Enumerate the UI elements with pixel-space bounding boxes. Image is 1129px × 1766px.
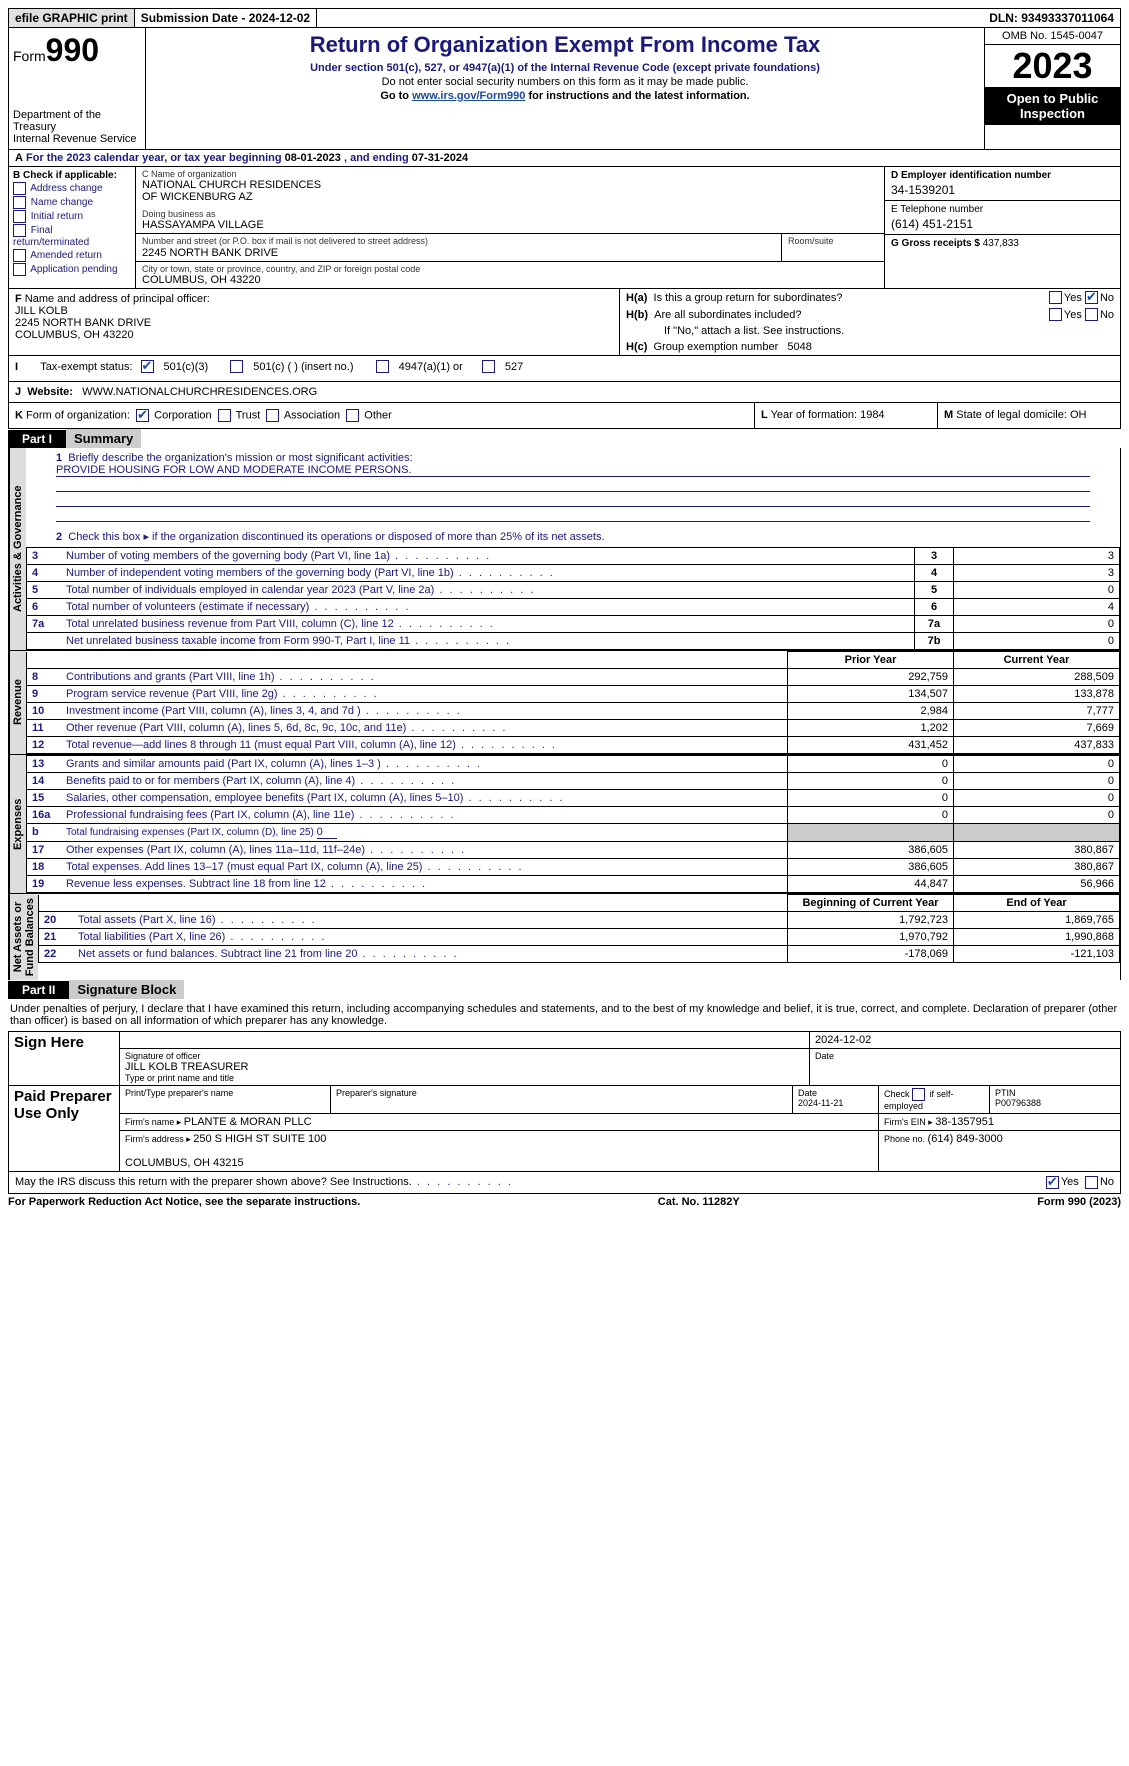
org-name: NATIONAL CHURCH RESIDENCES OF WICKENBURG… <box>142 179 878 203</box>
line-a: A For the 2023 calendar year, or tax yea… <box>8 150 1121 167</box>
revenue-table: Prior YearCurrent Year8Contributions and… <box>26 651 1120 754</box>
governance-table: 3Number of voting members of the governi… <box>26 547 1120 650</box>
sig-officer: JILL KOLB TREASURER <box>125 1061 249 1073</box>
efile-print-button[interactable]: efile GRAPHIC print <box>9 9 135 27</box>
cb-other[interactable] <box>346 409 359 422</box>
cb-527[interactable] <box>482 360 495 373</box>
row-klm: K Form of organization: Corporation Trus… <box>8 403 1121 429</box>
street: 2245 NORTH BANK DRIVE <box>142 247 278 259</box>
state-domicile: OH <box>1070 409 1087 421</box>
gross-receipts: 437,833 <box>983 238 1019 249</box>
sign-here-table: Sign Here 2024-12-02 Signature of office… <box>8 1031 1121 1086</box>
cb-501c[interactable] <box>230 360 243 373</box>
irs-link[interactable]: www.irs.gov/Form990 <box>412 90 525 102</box>
part-i-header: Part ISummary <box>8 429 1121 448</box>
cb-name-change[interactable] <box>13 196 26 209</box>
footer: For Paperwork Reduction Act Notice, see … <box>8 1194 1121 1208</box>
discuss-row: May the IRS discuss this return with the… <box>8 1172 1121 1194</box>
preparer-table: Paid Preparer Use Only Print/Type prepar… <box>8 1085 1121 1172</box>
form-header: Form990 Department of the Treasury Inter… <box>8 28 1121 150</box>
cb-discuss-no[interactable] <box>1085 1176 1098 1189</box>
firm-ein: 38-1357951 <box>935 1116 994 1128</box>
vlabel-netassets: Net Assets or Fund Balances <box>9 894 38 980</box>
part-ii-header: Part IISignature Block <box>8 980 1121 999</box>
row-f-h: F Name and address of principal officer:… <box>8 288 1121 356</box>
col-b-checkboxes: B Check if applicable: Address change Na… <box>9 167 136 288</box>
form-title: Return of Organization Exempt From Incom… <box>150 32 980 58</box>
dln: DLN: 93493337011064 <box>983 9 1120 27</box>
cb-app-pending[interactable] <box>13 263 26 276</box>
goto-link-row: Go to www.irs.gov/Form990 for instructio… <box>150 90 980 102</box>
website: WWW.NATIONALCHURCHRESIDENCES.ORG <box>82 386 317 398</box>
submission-date: Submission Date - 2024-12-02 <box>135 9 317 27</box>
ssn-note: Do not enter social security numbers on … <box>150 76 980 88</box>
year-formation: 1984 <box>860 409 884 421</box>
cb-discuss-yes[interactable] <box>1046 1176 1059 1189</box>
form-subtitle: Under section 501(c), 527, or 4947(a)(1)… <box>150 62 980 74</box>
officer-name: JILL KOLB <box>15 305 68 317</box>
vlabel-revenue: Revenue <box>9 651 26 754</box>
phone: (614) 451-2151 <box>891 217 1114 231</box>
vlabel-expenses: Expenses <box>9 755 26 893</box>
dept-treasury: Department of the Treasury Internal Reve… <box>13 109 141 145</box>
dba: HASSAYAMPA VILLAGE <box>142 219 878 231</box>
cb-hb-no[interactable] <box>1085 308 1098 321</box>
ein: 34-1539201 <box>891 183 1114 197</box>
omb-number: OMB No. 1545-0047 <box>985 28 1120 45</box>
netassets-table: Beginning of Current YearEnd of Year20To… <box>38 894 1120 963</box>
form-number: Form990 <box>13 32 141 69</box>
topbar: efile GRAPHIC print Submission Date - 20… <box>8 8 1121 28</box>
mission-text: PROVIDE HOUSING FOR LOW AND MODERATE INC… <box>56 464 1090 477</box>
vlabel-governance: Activities & Governance <box>9 448 26 650</box>
cb-amended[interactable] <box>13 249 26 262</box>
city: COLUMBUS, OH 43220 <box>142 274 878 286</box>
cb-corp[interactable] <box>136 409 149 422</box>
cb-ha-no[interactable] <box>1085 291 1098 304</box>
tax-year: 2023 <box>985 45 1120 87</box>
cb-final-return[interactable] <box>13 224 26 237</box>
firm-phone: (614) 849-3000 <box>928 1133 1003 1145</box>
expenses-table: 13Grants and similar amounts paid (Part … <box>26 755 1120 893</box>
cb-4947[interactable] <box>376 360 389 373</box>
cb-hb-yes[interactable] <box>1049 308 1062 321</box>
org-info-block: B Check if applicable: Address change Na… <box>8 167 1121 288</box>
cb-assoc[interactable] <box>266 409 279 422</box>
ptin: P00796388 <box>995 1098 1041 1108</box>
group-exemption: 5048 <box>787 341 811 353</box>
cb-initial-return[interactable] <box>13 210 26 223</box>
cb-ha-yes[interactable] <box>1049 291 1062 304</box>
firm-name: PLANTE & MORAN PLLC <box>184 1116 312 1128</box>
perjury-statement: Under penalties of perjury, I declare th… <box>8 999 1121 1031</box>
open-inspection: Open to Public Inspection <box>985 87 1120 125</box>
cb-address-change[interactable] <box>13 182 26 195</box>
cb-501c3[interactable] <box>141 360 154 373</box>
cb-self-emp[interactable] <box>912 1088 925 1101</box>
cb-trust[interactable] <box>218 409 231 422</box>
